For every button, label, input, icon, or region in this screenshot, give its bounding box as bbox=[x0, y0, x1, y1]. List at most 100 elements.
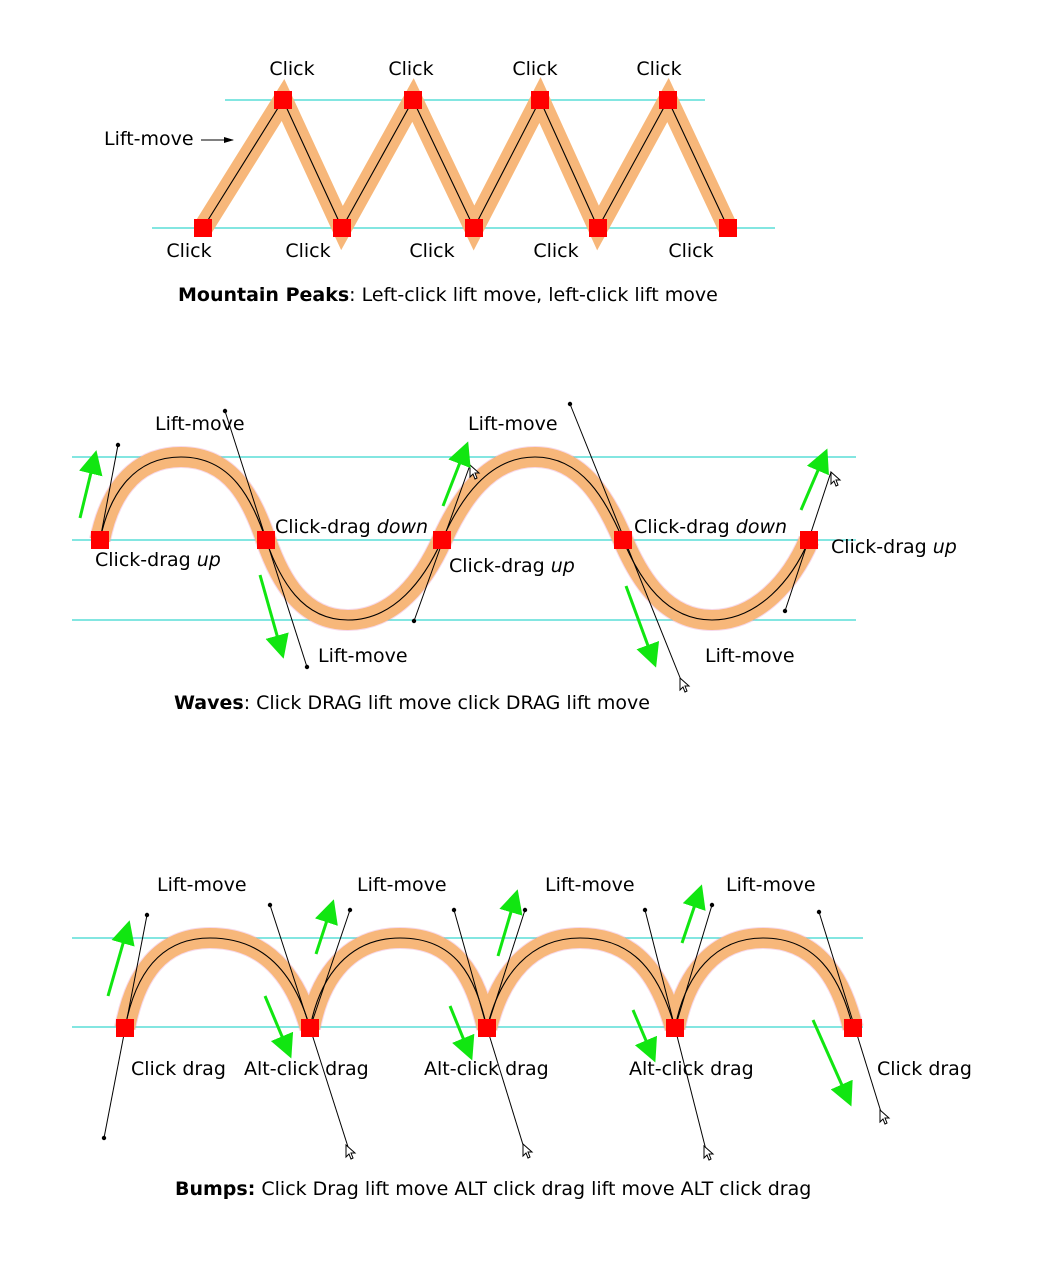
mountain-peaks-diagram: Click Click Click Click Click Click Clic… bbox=[104, 58, 775, 306]
click-label: Click bbox=[269, 58, 314, 80]
click-drag-down-label: Click-drag down bbox=[634, 516, 787, 538]
anchor-point bbox=[666, 1019, 684, 1037]
caption-waves: Waves: Click DRAG lift move click DRAG l… bbox=[174, 692, 650, 714]
direction-down-text: down bbox=[377, 516, 428, 538]
click-drag-down-label: Click-drag down bbox=[275, 516, 428, 538]
wave-stroke-edge bbox=[89, 445, 820, 632]
click-drag-text: Click-drag bbox=[275, 516, 371, 538]
bezier-handle bbox=[644, 909, 676, 1029]
caption-text: : Click DRAG lift move click DRAG lift m… bbox=[244, 692, 650, 714]
drag-direction-arrow bbox=[78, 450, 103, 519]
click-drag-text: Click-drag bbox=[449, 555, 545, 577]
bezier-handle bbox=[818, 911, 882, 1113]
lift-move-label: Lift-move bbox=[705, 645, 795, 667]
click-label: Click bbox=[409, 240, 454, 262]
lift-move-label: Lift-move bbox=[357, 874, 447, 896]
drag-direction-arrow bbox=[631, 1009, 657, 1063]
handle-point bbox=[411, 618, 417, 624]
lift-move-label: Lift-move bbox=[468, 413, 558, 435]
caption-title: Bumps: bbox=[175, 1178, 255, 1200]
click-label: Click bbox=[668, 240, 713, 262]
direction-down-text: down bbox=[736, 516, 787, 538]
caption-bumps: Bumps: Click Drag lift move ALT click dr… bbox=[175, 1178, 811, 1200]
bezier-handle bbox=[453, 909, 488, 1029]
click-drag-label: Click drag bbox=[131, 1058, 226, 1080]
anchor-point bbox=[116, 1019, 134, 1037]
click-drag-up-label: Click-drag up bbox=[831, 536, 957, 558]
mouse-cursor-icon bbox=[345, 1143, 357, 1160]
anchor-point bbox=[659, 91, 677, 109]
mouse-cursor-icon bbox=[703, 1144, 715, 1161]
click-label: Click bbox=[166, 240, 211, 262]
click-label: Click bbox=[636, 58, 681, 80]
handle-point bbox=[709, 902, 715, 908]
click-drag-label: Click drag bbox=[877, 1058, 972, 1080]
anchor-point bbox=[333, 219, 351, 237]
bezier-handle bbox=[486, 1027, 525, 1149]
click-drag-up-label: Click-drag up bbox=[449, 555, 575, 577]
bumps-diagram: Lift-move Lift-move Lift-move Lift-move … bbox=[72, 874, 972, 1200]
anchor-point bbox=[274, 91, 292, 109]
drag-direction-arrow bbox=[624, 585, 660, 668]
anchor-point bbox=[531, 91, 549, 109]
anchor-point bbox=[844, 1019, 862, 1037]
lift-move-label: Lift-move bbox=[104, 128, 194, 150]
alt-click-drag-label: Alt-click drag bbox=[629, 1058, 754, 1080]
bezier-handle bbox=[309, 909, 351, 1029]
anchor-point bbox=[800, 531, 818, 549]
drag-direction-arrow bbox=[263, 995, 294, 1059]
anchor-point bbox=[91, 531, 109, 549]
drag-direction-arrow bbox=[811, 1019, 853, 1107]
mouse-cursor-icon bbox=[879, 1108, 891, 1125]
handle-point bbox=[115, 442, 121, 448]
handle-point bbox=[222, 408, 228, 414]
bezier-handle bbox=[309, 1027, 350, 1151]
lift-move-label: Lift-move bbox=[545, 874, 635, 896]
anchor-point bbox=[719, 219, 737, 237]
mouse-cursor-icon bbox=[679, 676, 691, 693]
anchor-point bbox=[301, 1019, 319, 1037]
anchor-point bbox=[194, 219, 212, 237]
anchor-point bbox=[404, 91, 422, 109]
bezier-handle bbox=[486, 909, 526, 1029]
alt-click-drag-label: Alt-click drag bbox=[244, 1058, 369, 1080]
click-label: Click bbox=[512, 58, 557, 80]
lift-move-label: Lift-move bbox=[155, 413, 245, 435]
direction-up-text: up bbox=[933, 536, 957, 558]
drag-direction-arrow bbox=[314, 899, 338, 955]
drag-direction-arrow bbox=[448, 1005, 475, 1061]
alt-click-drag-label: Alt-click drag bbox=[424, 1058, 549, 1080]
mouse-cursor-icon bbox=[522, 1142, 534, 1159]
click-drag-text: Click-drag bbox=[95, 549, 191, 571]
click-label: Click bbox=[388, 58, 433, 80]
handle-point bbox=[642, 907, 648, 913]
handle-point bbox=[267, 902, 273, 908]
drag-direction-arrow bbox=[106, 920, 135, 997]
lift-move-label: Lift-move bbox=[726, 874, 816, 896]
direction-up-text: up bbox=[551, 555, 575, 577]
drag-direction-arrow bbox=[799, 448, 829, 511]
handle-point bbox=[304, 664, 310, 670]
anchor-point bbox=[614, 531, 632, 549]
drag-direction-arrow bbox=[680, 884, 706, 944]
bezier-handle bbox=[99, 444, 119, 541]
bezier-handle bbox=[674, 904, 713, 1029]
caption-text: Click Drag lift move ALT click drag lift… bbox=[255, 1178, 811, 1200]
bezier-handle bbox=[674, 1027, 707, 1151]
lift-move-label: Lift-move bbox=[318, 645, 408, 667]
click-label: Click bbox=[533, 240, 578, 262]
anchor-point bbox=[465, 219, 483, 237]
handle-point bbox=[101, 1135, 107, 1141]
handle-point bbox=[567, 401, 573, 407]
handle-point bbox=[347, 907, 353, 913]
click-drag-text: Click-drag bbox=[831, 536, 927, 558]
handle-point bbox=[782, 608, 788, 614]
click-drag-text: Click-drag bbox=[634, 516, 730, 538]
click-label: Click bbox=[285, 240, 330, 262]
zigzag-stroke-band bbox=[194, 77, 738, 251]
drag-direction-arrow bbox=[496, 889, 523, 957]
caption-title: Mountain Peaks bbox=[178, 284, 349, 306]
mouse-cursor-icon bbox=[469, 463, 481, 480]
